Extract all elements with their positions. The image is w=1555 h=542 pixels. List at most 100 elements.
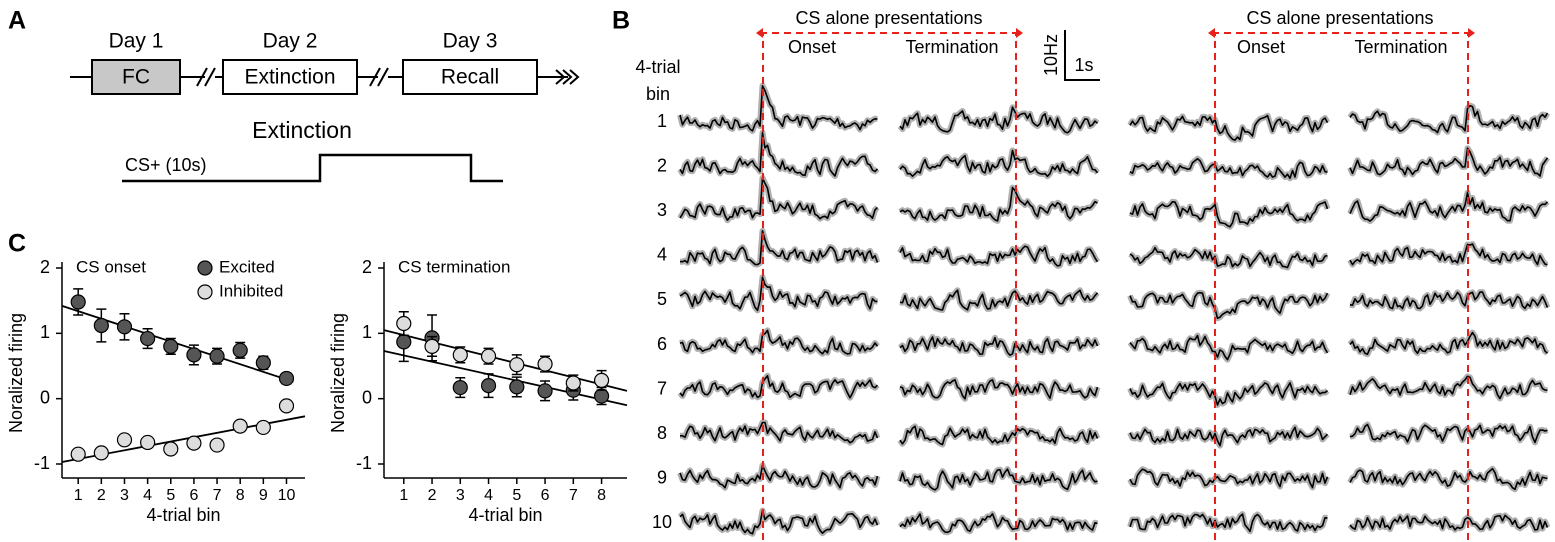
trace — [679, 374, 879, 399]
row-label: 5 — [657, 289, 667, 309]
label-bg — [1222, 10, 1460, 28]
x-tick-label: 1 — [74, 487, 83, 504]
panel-letter: C — [8, 230, 26, 258]
protocol-title: Extinction — [252, 117, 352, 143]
chart-title: CS termination — [398, 257, 510, 276]
y-tick-label: 2 — [40, 257, 50, 277]
row-label: 10 — [652, 512, 672, 532]
trace — [679, 276, 878, 312]
x-tick-label: 7 — [213, 487, 222, 504]
trendline — [383, 329, 628, 392]
point — [593, 372, 610, 388]
point — [70, 294, 86, 310]
row-label: 6 — [657, 334, 667, 354]
row-label: 2 — [657, 155, 667, 175]
label-bg — [770, 10, 1008, 28]
scale-y: 10Hz — [1041, 34, 1061, 76]
point — [509, 357, 525, 373]
x-tick-label: 2 — [97, 487, 106, 504]
x-tick-label: 4 — [143, 487, 152, 504]
trace-sem — [1347, 241, 1549, 268]
point — [163, 338, 179, 354]
trace-sem — [1127, 289, 1331, 322]
point — [593, 388, 610, 404]
legend-label: Inhibited — [219, 281, 283, 300]
box-label: Extinction — [244, 66, 335, 89]
trace — [899, 425, 1099, 446]
y-tick-label: 0 — [40, 387, 50, 407]
point — [232, 342, 248, 358]
point — [509, 379, 525, 395]
x-tick-label: 1 — [399, 487, 408, 504]
bracket — [762, 32, 1469, 540]
box-label: FC — [122, 66, 150, 89]
point — [565, 375, 581, 391]
termination-label: Termination — [1354, 37, 1447, 57]
trace — [1349, 423, 1548, 444]
point — [93, 317, 109, 334]
trace-sem — [677, 174, 880, 224]
x-tick-label: 7 — [569, 487, 578, 504]
trace — [1129, 157, 1328, 180]
row-label: 8 — [657, 423, 667, 443]
traces — [677, 82, 1551, 537]
trace — [1129, 114, 1329, 141]
trace — [679, 85, 878, 132]
trace — [899, 379, 1099, 400]
trace — [680, 421, 879, 444]
trace — [1349, 147, 1549, 177]
box — [402, 59, 538, 95]
legend-label: Excited — [219, 257, 275, 276]
point — [93, 445, 109, 461]
y-tick-label: 2 — [362, 257, 372, 277]
point — [116, 432, 133, 448]
row-label: 1 — [657, 111, 667, 131]
x-tick-label: 3 — [456, 487, 465, 504]
trace-sem — [677, 82, 878, 134]
bracket-arrows — [756, 28, 1475, 38]
trace — [899, 149, 1099, 178]
x-tick-label: 8 — [236, 487, 245, 504]
point — [70, 446, 86, 462]
x-tick-label: 10 — [278, 487, 296, 504]
cs-label: CS+ (10s) — [125, 155, 207, 175]
y-tick-label: 0 — [362, 387, 372, 407]
panel-letter: B — [612, 7, 630, 35]
trace — [899, 336, 1099, 357]
trace — [1349, 375, 1548, 400]
x-tick-label: 6 — [189, 487, 198, 504]
day-label: Day 3 — [443, 30, 498, 53]
trace — [679, 509, 879, 535]
trace — [1129, 291, 1329, 320]
point — [278, 370, 295, 387]
point — [278, 398, 295, 414]
point — [452, 379, 468, 396]
bracket-title: CS alone presentations — [795, 8, 982, 28]
panel-letter: A — [8, 7, 26, 35]
x-tick-label: 2 — [428, 487, 437, 504]
y-tick-label: 1 — [362, 322, 372, 342]
x-tick-label: 6 — [541, 487, 550, 504]
x-tick-label: 9 — [259, 487, 268, 504]
trace — [1349, 291, 1549, 310]
trace — [679, 230, 879, 266]
scale-bar — [1064, 30, 1100, 81]
onset-label: Onset — [788, 37, 836, 57]
trace — [1349, 331, 1549, 356]
trace — [899, 186, 1098, 222]
box — [91, 59, 181, 95]
trace — [679, 464, 879, 489]
trace — [899, 468, 1098, 491]
x-tick-label: 5 — [512, 487, 521, 504]
trace — [679, 132, 879, 177]
trace — [1129, 201, 1329, 228]
y-axis-label: Noralized firing — [6, 313, 26, 433]
trace — [1349, 243, 1548, 266]
trace — [1129, 468, 1329, 489]
x-tick-label: 5 — [166, 487, 175, 504]
trace — [1349, 192, 1549, 222]
trace-sem — [1347, 329, 1550, 358]
trendline — [383, 350, 628, 407]
trace — [1129, 334, 1329, 361]
legend-marker — [197, 284, 213, 300]
